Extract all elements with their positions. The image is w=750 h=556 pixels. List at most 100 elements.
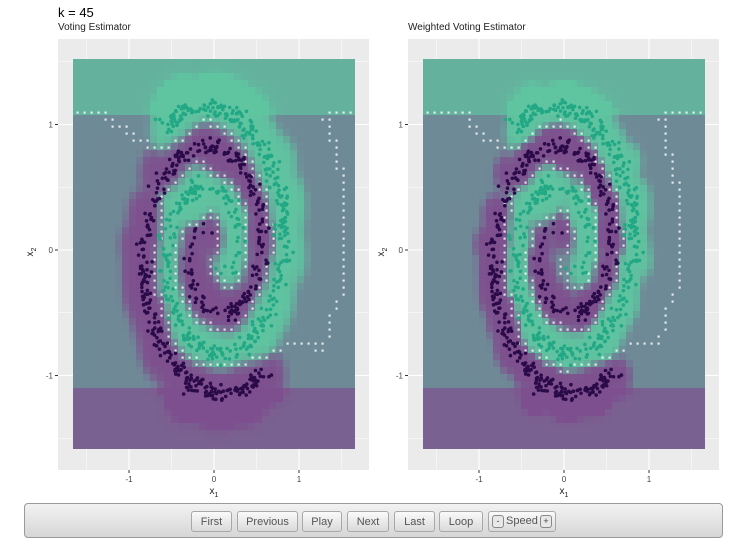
surface-cell: [598, 80, 606, 88]
surface-cell: [283, 115, 291, 123]
boundary-segment: [160, 293, 163, 296]
surface-cell: [493, 234, 501, 242]
surface-cell: [178, 143, 186, 151]
surface-cell: [220, 381, 228, 389]
surface-cell: [241, 353, 249, 361]
surface-cell: [437, 241, 445, 249]
surface-cell: [654, 178, 662, 186]
surface-cell: [619, 206, 627, 214]
surface-cell: [472, 220, 480, 228]
surface-cell: [101, 346, 109, 354]
surface-cell: [325, 269, 333, 277]
surface-cell: [199, 248, 207, 256]
surface-cell: [150, 178, 158, 186]
surface-cell: [108, 59, 116, 67]
surface-cell: [115, 101, 123, 109]
surface-cell: [353, 290, 355, 298]
boundary-segment: [125, 132, 128, 135]
surface-cell: [297, 395, 305, 403]
surface-cell: [297, 213, 305, 221]
boundary-segment: [188, 307, 191, 310]
boundary-segment: [146, 139, 149, 142]
point-class-0: [192, 141, 197, 146]
surface-cell: [346, 381, 354, 389]
surface-cell: [101, 136, 109, 144]
surface-cell: [521, 297, 529, 305]
point-class-0: [233, 386, 238, 391]
surface-cell: [80, 213, 88, 221]
surface-cell: [696, 164, 704, 172]
point-class-1: [259, 306, 264, 311]
surface-cell: [563, 87, 571, 95]
surface-cell: [430, 122, 438, 130]
surface-cell: [297, 409, 305, 417]
surface-cell: [493, 248, 501, 256]
surface-cell: [115, 80, 123, 88]
surface-cell: [220, 430, 228, 438]
surface-cell: [87, 66, 95, 74]
surface-cell: [73, 192, 81, 200]
surface-cell: [108, 199, 116, 207]
point-class-1: [171, 287, 175, 291]
surface-cell: [675, 94, 683, 102]
surface-cell: [164, 87, 172, 95]
surface-cell: [220, 409, 228, 417]
point-class-1: [157, 117, 162, 122]
surface-cell: [500, 171, 508, 179]
surface-cell: [619, 108, 627, 116]
surface-cell: [178, 269, 186, 277]
point-class-0: [150, 260, 154, 264]
boundary-segment: [181, 237, 184, 240]
y-tick-label: -1: [46, 372, 54, 381]
surface-cell: [171, 101, 179, 109]
boundary-segment: [181, 174, 184, 177]
surface-cell: [192, 290, 200, 298]
surface-cell: [353, 318, 355, 326]
boundary-segment: [244, 258, 247, 261]
point-class-1: [168, 252, 172, 257]
surface-cell: [619, 199, 627, 207]
surface-cell: [73, 346, 81, 354]
surface-cell: [353, 395, 355, 403]
surface-cell: [178, 122, 186, 130]
surface-cell: [311, 283, 319, 291]
surface-cell: [185, 346, 193, 354]
surface-cell: [451, 304, 459, 312]
surface-cell: [122, 199, 130, 207]
surface-cell: [87, 220, 95, 228]
boundary-segment: [202, 118, 205, 121]
surface-cell: [115, 213, 123, 221]
point-class-0: [153, 320, 157, 325]
surface-cell: [668, 94, 676, 102]
surface-cell: [206, 395, 214, 403]
surface-cell: [353, 444, 355, 449]
surface-cell: [696, 122, 704, 130]
surface-cell: [171, 430, 179, 438]
surface-cell: [696, 101, 704, 109]
surface-cell: [493, 227, 501, 235]
point-class-0: [201, 377, 205, 382]
surface-cell: [276, 150, 284, 158]
surface-cell: [164, 269, 172, 277]
surface-cell: [80, 164, 88, 172]
point-class-1: [219, 103, 223, 108]
surface-cell: [129, 374, 137, 382]
point-class-0: [154, 344, 159, 348]
surface-cell: [234, 409, 242, 417]
surface-cell: [430, 283, 438, 291]
surface-cell: [661, 206, 669, 214]
point-class-0: [145, 280, 150, 285]
surface-cell: [122, 269, 130, 277]
surface-cell: [206, 402, 214, 410]
surface-cell: [458, 164, 466, 172]
surface-cell: [304, 122, 312, 130]
surface-cell: [647, 122, 655, 130]
surface-cell: [122, 101, 130, 109]
surface-cell: [339, 374, 347, 382]
surface-cell: [108, 234, 116, 242]
point-class-0: [257, 196, 261, 201]
boundary-segment: [209, 118, 212, 121]
data-points: [134, 98, 295, 402]
surface-cell: [640, 241, 648, 249]
surface-cell: [696, 94, 704, 102]
